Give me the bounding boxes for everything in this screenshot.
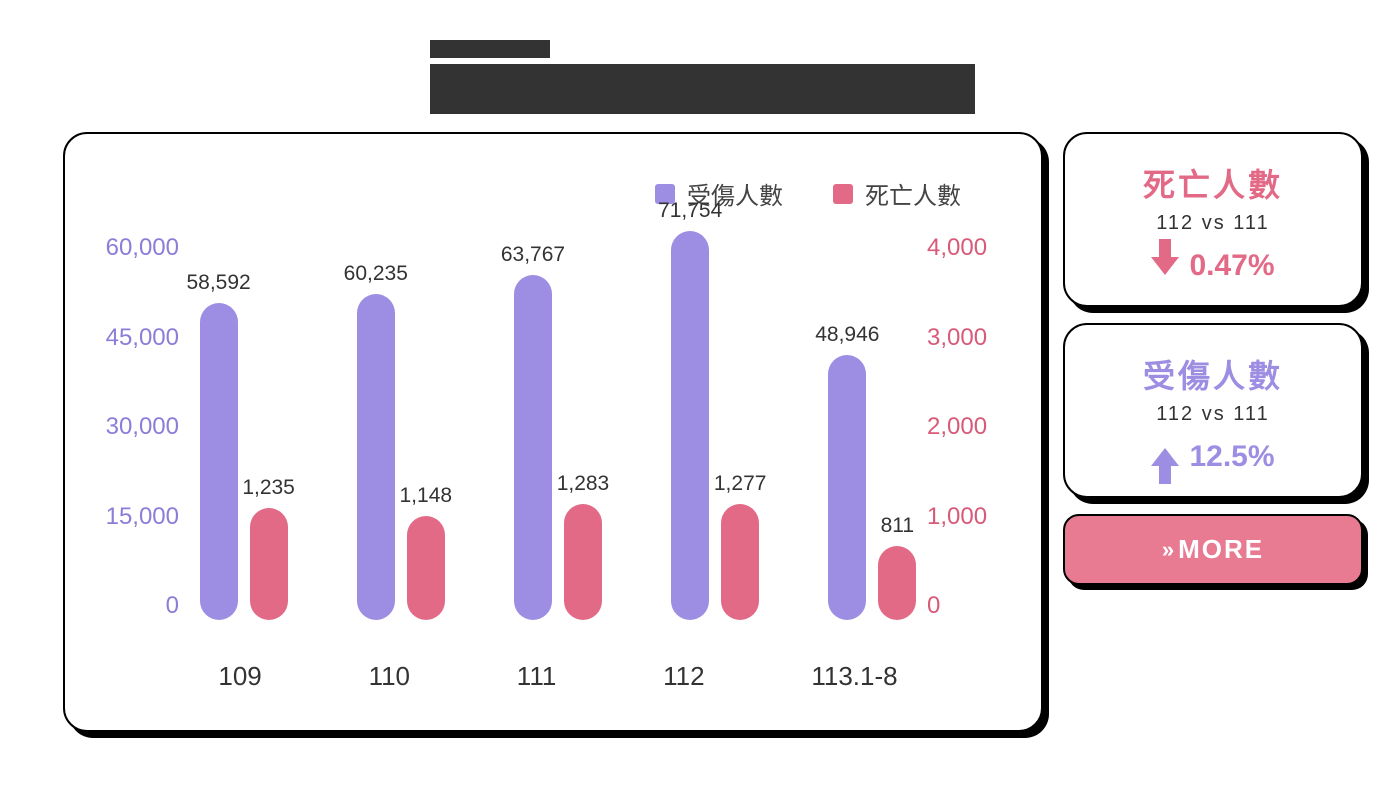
chevron-right-icon: » <box>1162 537 1168 563</box>
x-axis-labels: 109 110 111 112 113.1-8 <box>165 661 951 692</box>
stat-value-row-deaths: 0.47% <box>1085 249 1341 283</box>
stat-pct-deaths: 0.47% <box>1189 249 1274 283</box>
bar-injured: 58,592 <box>200 303 238 620</box>
stat-card-injured: 受傷人數 112 vs 111 12.5% <box>1063 323 1363 498</box>
bar-injured: 63,767 <box>514 275 552 620</box>
arrow-down-icon <box>1151 257 1179 275</box>
bar-label-deaths: 1,283 <box>557 472 610 496</box>
header-small-bar <box>430 40 550 58</box>
side-panel: 死亡人數 112 vs 111 0.47% 受傷人數 112 vs 111 12… <box>1063 132 1363 732</box>
bar-injured: 71,754 <box>671 231 709 620</box>
stat-card-deaths: 死亡人數 112 vs 111 0.47% <box>1063 132 1363 307</box>
bar-deaths: 1,148 <box>407 516 445 620</box>
bar-injured: 60,235 <box>357 294 395 620</box>
arrow-up-icon <box>1151 448 1179 466</box>
stat-title-deaths: 死亡人數 <box>1085 160 1341 206</box>
bar-label-injured: 63,767 <box>501 243 565 267</box>
bar-group: 71,754 1,277 <box>671 231 759 620</box>
bar-group: 48,946 811 <box>828 355 916 620</box>
bar-deaths: 1,235 <box>250 508 288 620</box>
bar-group: 58,592 1,235 <box>200 303 288 620</box>
bar-label-injured: 58,592 <box>186 271 250 295</box>
bar-injured: 48,946 <box>828 355 866 620</box>
header-large-bar <box>430 64 975 114</box>
x-tick-label: 109 <box>218 661 261 692</box>
stat-subtitle-injured: 112 vs 111 <box>1085 403 1341 426</box>
header-placeholder <box>430 40 975 114</box>
more-button-label: MORE <box>1178 534 1264 565</box>
stat-pct-injured: 12.5% <box>1189 440 1274 474</box>
stat-value-row-injured: 12.5% <box>1085 440 1341 474</box>
bar-label-deaths: 1,277 <box>714 472 767 496</box>
bar-group: 63,767 1,283 <box>514 275 602 620</box>
x-tick-label: 110 <box>369 661 410 692</box>
x-tick-label: 112 <box>663 661 704 692</box>
bar-label-deaths: 1,148 <box>400 484 453 508</box>
legend-item-deaths: 死亡人數 <box>833 176 961 211</box>
bar-group: 60,235 1,148 <box>357 294 445 620</box>
stat-title-injured: 受傷人數 <box>1085 351 1341 397</box>
bar-label-deaths: 811 <box>881 514 914 538</box>
bars-container: 58,5921,23560,2351,14863,7671,28371,7541… <box>165 234 951 620</box>
bar-deaths: 1,283 <box>564 504 602 620</box>
bar-label-injured: 48,946 <box>815 323 879 347</box>
bar-label-deaths: 1,235 <box>242 476 295 500</box>
x-tick-label: 111 <box>517 661 557 692</box>
bar-deaths: 1,277 <box>721 504 759 620</box>
bar-deaths: 811 <box>878 546 916 620</box>
bar-label-injured: 71,754 <box>658 199 722 223</box>
stat-subtitle-deaths: 112 vs 111 <box>1085 212 1341 235</box>
chart-plot-area: 58,5921,23560,2351,14863,7671,28371,7541… <box>165 234 951 620</box>
chart-card: 受傷人數 死亡人數 60,00045,00030,00015,0000 4,00… <box>63 132 1043 732</box>
legend-swatch-deaths <box>833 184 853 204</box>
legend-label-deaths: 死亡人數 <box>865 176 961 211</box>
x-tick-label: 113.1-8 <box>811 661 897 692</box>
bar-label-injured: 60,235 <box>344 262 408 286</box>
more-button[interactable]: » MORE <box>1063 514 1363 585</box>
